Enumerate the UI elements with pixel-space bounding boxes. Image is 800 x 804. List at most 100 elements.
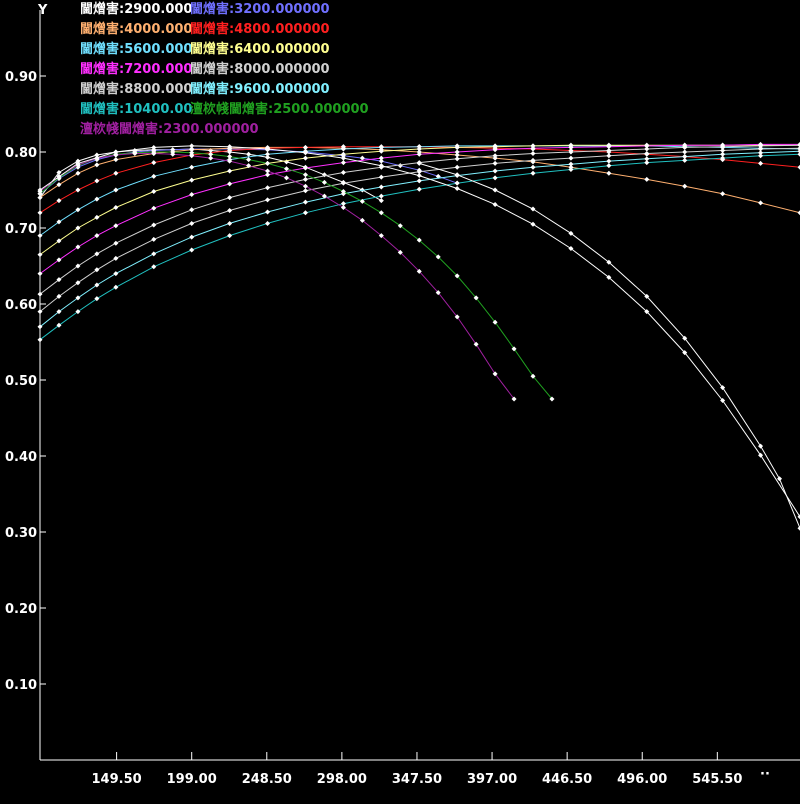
- y-tick-label: 0.20: [5, 602, 37, 617]
- data-point: [379, 198, 384, 203]
- data-point: [151, 174, 156, 179]
- x-tick-label: 446.50: [542, 772, 592, 787]
- data-point: [265, 185, 270, 190]
- data-point: [644, 177, 649, 182]
- data-point: [303, 172, 308, 177]
- data-point: [379, 175, 384, 180]
- data-point: [151, 160, 156, 165]
- data-point: [568, 162, 573, 167]
- data-point: [303, 200, 308, 205]
- data-point: [113, 205, 118, 210]
- y-tick-label: 0.70: [5, 222, 37, 237]
- legend-item: 閫熷害:6400.000000: [190, 41, 330, 57]
- data-point: [151, 189, 156, 194]
- data-point: [303, 184, 308, 189]
- data-point: [151, 237, 156, 242]
- data-point: [455, 150, 460, 155]
- data-point: [303, 188, 308, 193]
- data-point: [94, 162, 99, 167]
- data-point: [758, 153, 763, 158]
- legend-item: 澶栨帴閫熷害:2300.000000: [80, 121, 259, 137]
- data-point: [75, 188, 80, 193]
- x-tick-label: 397.00: [467, 772, 517, 787]
- data-point: [493, 161, 498, 166]
- legend-item: 閫熷害:9600.000000: [190, 81, 330, 97]
- data-point: [265, 161, 270, 166]
- data-point: [493, 188, 498, 193]
- data-point: [265, 169, 270, 174]
- data-point: [113, 241, 118, 246]
- legend-item: 閫熷害:3200.000000: [190, 1, 330, 17]
- legend-item: 閫熷害:5600.000: [80, 41, 192, 57]
- data-point: [644, 160, 649, 165]
- data-point: [379, 156, 384, 161]
- x-tick-label: 248.50: [242, 772, 292, 787]
- x-tick-label: 199.00: [167, 772, 217, 787]
- data-point: [113, 223, 118, 228]
- data-point: [682, 184, 687, 189]
- data-point: [75, 207, 80, 212]
- data-point: [303, 210, 308, 215]
- data-point: [151, 264, 156, 269]
- data-point: [303, 177, 308, 182]
- data-point: [720, 191, 725, 196]
- data-point: [151, 222, 156, 227]
- data-point: [379, 184, 384, 189]
- series-layer: [38, 142, 800, 531]
- data-point: [606, 159, 611, 164]
- data-point: [644, 146, 649, 151]
- data-point: [758, 200, 763, 205]
- data-point: [265, 221, 270, 226]
- data-point: [417, 187, 422, 192]
- data-point: [455, 186, 460, 191]
- data-point: [227, 181, 232, 186]
- y-tick-label: 0.40: [5, 450, 37, 465]
- series-7: [38, 143, 800, 297]
- data-point: [227, 208, 232, 213]
- legend-item: 閫熷害:8800.000: [80, 81, 192, 97]
- data-point: [189, 143, 194, 148]
- data-point: [94, 233, 99, 238]
- data-point: [189, 207, 194, 212]
- data-point: [606, 163, 611, 168]
- y-tick-label: 0.60: [5, 298, 37, 313]
- y-tick-label: 0.50: [5, 374, 37, 389]
- data-point: [265, 210, 270, 215]
- data-point: [341, 170, 346, 175]
- data-point: [189, 165, 194, 170]
- series-8: [38, 146, 800, 314]
- data-point: [531, 151, 536, 156]
- data-point: [758, 444, 763, 449]
- data-point: [151, 206, 156, 211]
- data-point: [189, 178, 194, 183]
- data-point: [531, 207, 536, 212]
- data-point: [189, 248, 194, 253]
- data-point: [682, 150, 687, 155]
- legend-item: 澶栨帴閫熷害:2500.000000: [190, 101, 369, 117]
- data-point: [417, 161, 422, 166]
- x-tick-label: 298.00: [317, 772, 367, 787]
- data-point: [113, 285, 118, 290]
- data-point: [493, 202, 498, 207]
- data-point: [227, 221, 232, 226]
- data-point: [227, 195, 232, 200]
- y-axis-label: Y: [37, 3, 48, 18]
- data-point: [417, 178, 422, 183]
- data-point: [284, 166, 289, 171]
- data-point: [151, 251, 156, 256]
- legend-item: 閫熷害:4800.000000: [190, 21, 330, 37]
- y-tick-label: 0.80: [5, 146, 37, 161]
- data-point: [208, 156, 213, 161]
- data-point: [417, 173, 422, 178]
- data-point: [113, 171, 118, 176]
- data-point: [189, 221, 194, 226]
- x-tick-label: 149.50: [92, 772, 142, 787]
- data-point: [379, 194, 384, 199]
- legend-item: 閫熷害:10400.00: [80, 101, 192, 117]
- data-point: [682, 158, 687, 163]
- data-point: [455, 172, 460, 177]
- data-point: [227, 169, 232, 174]
- series-13: [38, 143, 800, 519]
